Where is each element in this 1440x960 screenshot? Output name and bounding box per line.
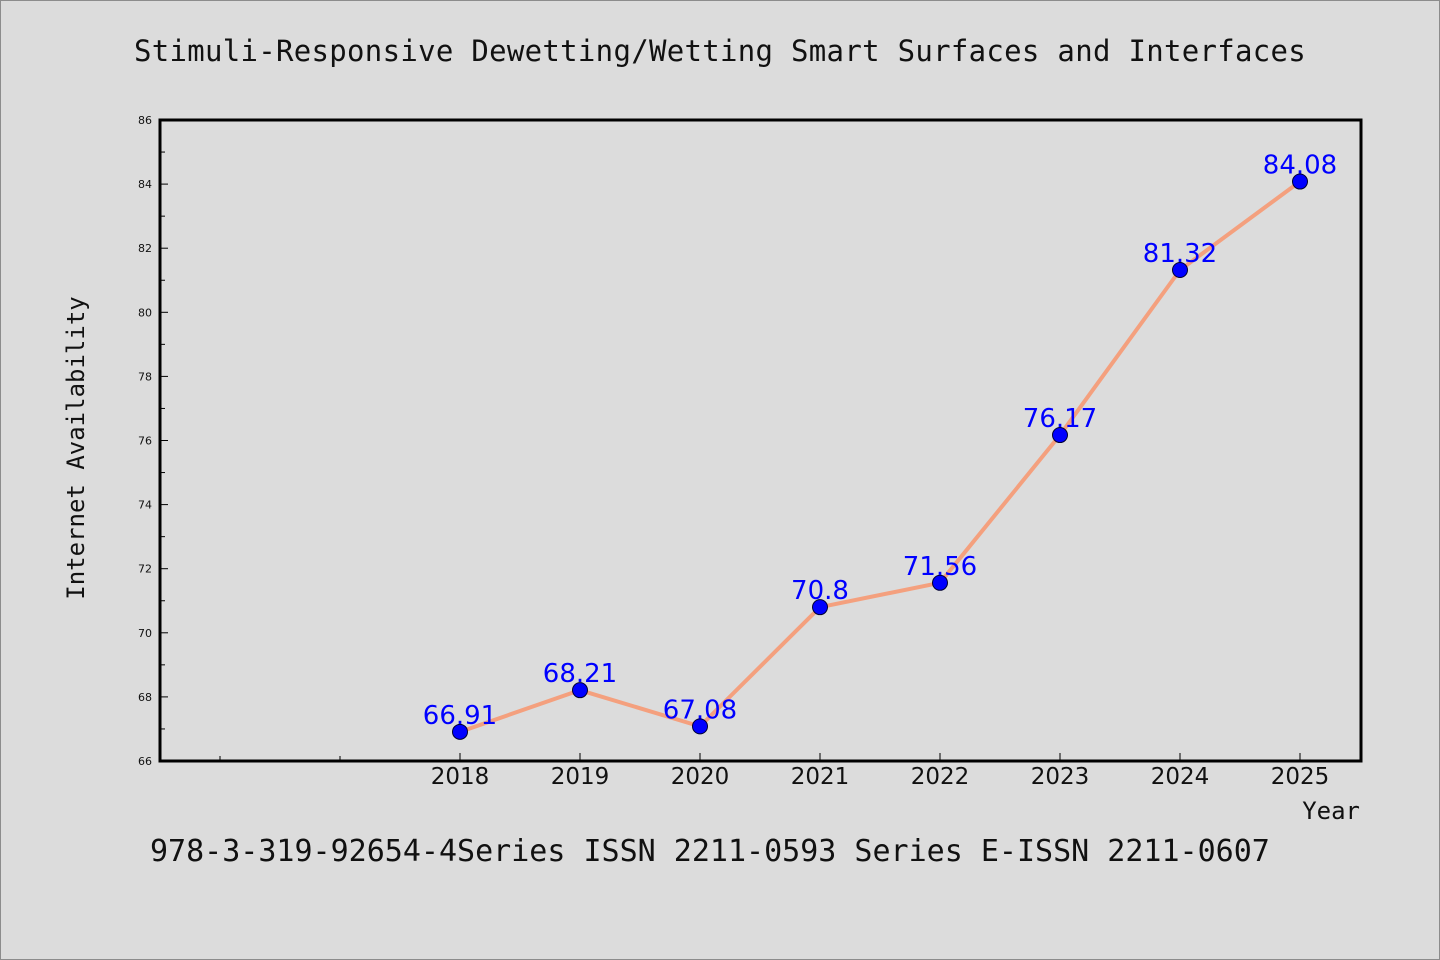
y-tick-label: 78 xyxy=(138,370,152,383)
data-point-marker xyxy=(1052,427,1068,444)
y-tick-label: 72 xyxy=(138,563,152,576)
data-label: 71.56 xyxy=(903,552,977,582)
y-tick-label: 74 xyxy=(138,499,152,512)
y-tick-label: 70 xyxy=(138,627,152,640)
y-tick-label: 86 xyxy=(138,114,152,127)
data-label: 67.08 xyxy=(663,695,737,725)
data-label: 66.91 xyxy=(423,701,497,731)
data-point-marker xyxy=(932,574,948,591)
y-tick-label: 68 xyxy=(138,691,152,704)
data-point-marker xyxy=(1172,261,1188,278)
data-point-marker xyxy=(812,599,828,616)
x-tick-label: 2019 xyxy=(551,764,610,790)
data-label: 70.8 xyxy=(791,576,849,606)
plot-area-border xyxy=(158,118,1363,763)
chart-title: Stimuli-Responsive Dewetting/Wetting Sma… xyxy=(133,34,1307,68)
x-tick-label: 2024 xyxy=(1151,764,1210,790)
y-tick-label: 82 xyxy=(138,242,152,255)
footer-isbn-issn: 978-3-319-92654-4Series ISSN 2211-0593 S… xyxy=(150,834,1270,869)
y-tick-label: 84 xyxy=(138,178,152,191)
data-label: 76.17 xyxy=(1023,404,1097,434)
data-label: 84.08 xyxy=(1263,151,1337,181)
data-point-marker xyxy=(572,682,588,699)
x-axis-label: Year xyxy=(1302,797,1360,825)
x-tick-label: 2021 xyxy=(791,764,850,790)
y-tick-label: 66 xyxy=(138,755,152,768)
x-tick-label: 2023 xyxy=(1031,764,1090,790)
x-tick-label: 2020 xyxy=(671,764,730,790)
series-line xyxy=(458,179,1302,734)
data-label: 81.32 xyxy=(1143,239,1217,269)
data-point-marker xyxy=(692,718,708,735)
y-tick-label: 76 xyxy=(138,435,152,448)
x-tick-label: 2025 xyxy=(1271,764,1330,790)
data-label: 68.21 xyxy=(543,659,617,689)
x-tick-label: 2018 xyxy=(431,764,490,790)
data-point-marker xyxy=(452,723,468,740)
data-point-marker xyxy=(1292,173,1308,190)
x-tick-label: 2022 xyxy=(911,764,970,790)
y-tick-label: 80 xyxy=(138,306,152,319)
y-axis-label: Internet Availability xyxy=(62,296,90,599)
